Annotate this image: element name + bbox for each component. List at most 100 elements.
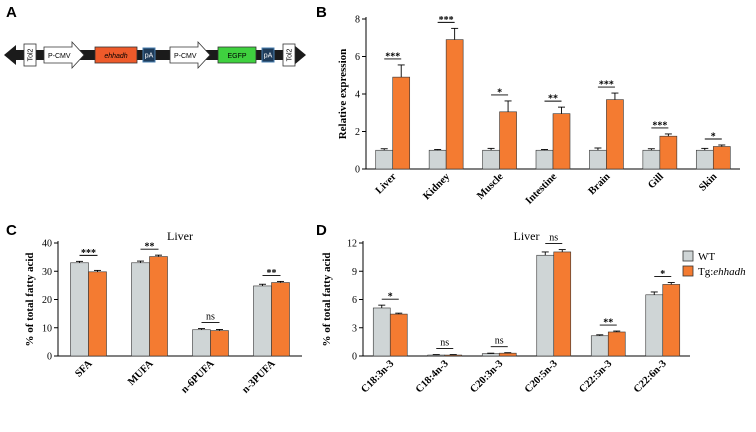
b-sig-label-5: ***	[652, 120, 667, 131]
c-bar-wt-1	[131, 262, 150, 357]
b-y-tick-label-1: 2	[355, 127, 360, 138]
d-chart-title: Liver	[514, 229, 540, 243]
construct-p-cmv-1-shape	[43, 40, 85, 70]
construct-egfp-5-label: EGFP	[227, 53, 246, 60]
panel-label-b: B	[316, 4, 327, 21]
c-x-tick-label-2: n-6PUFA	[179, 358, 217, 396]
d-y-tick-label-1: 3	[352, 323, 357, 334]
construct-pa-6-label: pA	[264, 53, 273, 60]
construct-p-cmv-1-label: P-CMV	[48, 53, 71, 60]
b-bar-wt-3	[535, 149, 554, 170]
construct-right-arrowhead	[294, 45, 306, 65]
d-y-tick-label-0: 0	[352, 352, 357, 363]
d-sig-label-0: *	[388, 292, 393, 303]
d-bar-tg-4	[607, 331, 626, 357]
legend-label-tg-prefix: Tg:	[698, 266, 713, 278]
d-sig-label-4: **	[603, 318, 613, 329]
b-bar-wt-4	[589, 149, 607, 170]
construct-pa-3-label: pA	[145, 53, 154, 60]
c-chart-title: Liver	[167, 229, 193, 243]
legend-swatch-wt	[682, 250, 694, 262]
b-bar-wt-0	[375, 149, 394, 170]
b-y-tick-label-3: 6	[355, 52, 360, 63]
b-sig-label-4: ***	[599, 80, 614, 91]
b-bar-tg-4	[606, 99, 624, 170]
d-bar-wt-1	[427, 354, 446, 357]
c-x-tick-label-1: MUFA	[126, 358, 156, 388]
d-sig-label-5: *	[660, 269, 665, 280]
b-sig-label-1: ***	[439, 15, 454, 26]
construct-p-cmv-4-label: P-CMV	[174, 53, 197, 60]
construct-tol2-7-shape	[282, 43, 296, 67]
d-x-tick-label-1: C18:4n-3	[414, 358, 451, 395]
b-x-tick-label-4: Brain	[587, 171, 613, 197]
c-bar-wt-0	[70, 262, 89, 357]
construct-tol2-0-shape	[23, 43, 37, 67]
construct-left-arrowhead	[4, 45, 16, 65]
b-x-tick-label-2: Muscle	[475, 171, 506, 202]
b-bar-tg-0	[392, 76, 411, 170]
d-bar-tg-3	[553, 251, 572, 357]
b-x-tick-label-3: Intestine	[524, 171, 560, 207]
d-x-tick-label-3: C20:5n-3	[523, 358, 560, 395]
chart-liver-fatty-acid-classes: 0 10 20 30 40 % of total fatty acid Liver *** SF…	[24, 229, 302, 396]
c-x-tick-label-3: n-3PUFA	[240, 358, 278, 396]
b-x-tick-label-6: Skin	[697, 171, 719, 193]
legend-label-tg-gene: ehhadh	[713, 266, 746, 278]
b-bar-tg-1	[445, 39, 464, 170]
d-bar-tg-5	[662, 284, 681, 357]
b-bar-tg-3	[552, 113, 571, 170]
construct-ehhadh-2-shape	[94, 46, 138, 64]
c-y-tick-label-3: 30	[42, 267, 52, 278]
d-bar-wt-4	[590, 335, 609, 357]
d-y-tick-label-3: 9	[352, 267, 357, 278]
construct-ehhadh-2-label: ehhadh	[104, 53, 127, 60]
b-x-tick-label-5: Gill	[646, 171, 666, 191]
b-bar-tg-2	[499, 111, 517, 170]
c-sig-label-2: ns	[206, 312, 215, 323]
d-y-tick-label-2: 6	[352, 295, 357, 306]
c-y-axis-label: % of total fatty acid	[24, 252, 36, 346]
d-bar-wt-0	[372, 307, 391, 357]
c-y-tick-label-0: 0	[47, 352, 52, 363]
b-y-tick-label-2: 4	[355, 90, 360, 101]
b-bar-wt-2	[482, 149, 500, 170]
d-x-tick-label-2: C20:3n-3	[468, 358, 505, 395]
construct-egfp-5-shape	[217, 46, 257, 64]
d-sig-label-2: ns	[495, 336, 504, 347]
construct-diagram: Tol2 P-CMV ehhadh pA P-CMV EGFP pA Tol2	[4, 40, 306, 70]
c-y-tick-label-2: 20	[42, 295, 52, 306]
d-x-tick-label-4: C22:5n-3	[577, 358, 614, 395]
panel-label-a: A	[6, 4, 17, 21]
d-y-tick-label-4: 12	[347, 239, 357, 250]
d-sig-label-1: ns	[440, 338, 449, 349]
b-x-tick-label-1: Kidney	[421, 171, 452, 202]
construct-p-cmv-4-shape	[169, 40, 211, 70]
d-bar-tg-0	[389, 313, 408, 357]
legend-label-wt: WT	[698, 251, 715, 263]
c-bar-tg-0	[88, 271, 107, 357]
d-x-tick-label-5: C22:6n-3	[632, 358, 669, 395]
b-bar-tg-5	[659, 135, 678, 170]
c-bar-wt-3	[253, 285, 272, 357]
d-x-tick-label-0: C18:3n-3	[359, 358, 396, 395]
d-bar-wt-3	[536, 254, 555, 357]
construct-pa-6-shape	[261, 47, 275, 63]
d-bar-tg-2	[498, 352, 517, 357]
construct-tol2-0-label: Tol2	[28, 48, 35, 61]
panel-label-d: D	[316, 222, 327, 239]
d-bar-wt-2	[481, 353, 500, 357]
d-y-axis-label: % of total fatty acid	[321, 252, 333, 346]
c-x-tick-label-0: SFA	[73, 358, 95, 380]
c-y-tick-label-4: 40	[42, 239, 52, 250]
legend-label-tg: Tg:ehhadh	[698, 266, 746, 278]
b-bar-wt-6	[695, 149, 714, 170]
b-y-axis-label: Relative expression	[337, 49, 349, 140]
b-sig-label-3: **	[548, 94, 558, 105]
c-bar-tg-2	[210, 330, 229, 357]
legend-swatch-tg	[682, 265, 694, 277]
c-bar-tg-1	[149, 256, 168, 357]
d-sig-label-3: ns	[549, 233, 558, 244]
